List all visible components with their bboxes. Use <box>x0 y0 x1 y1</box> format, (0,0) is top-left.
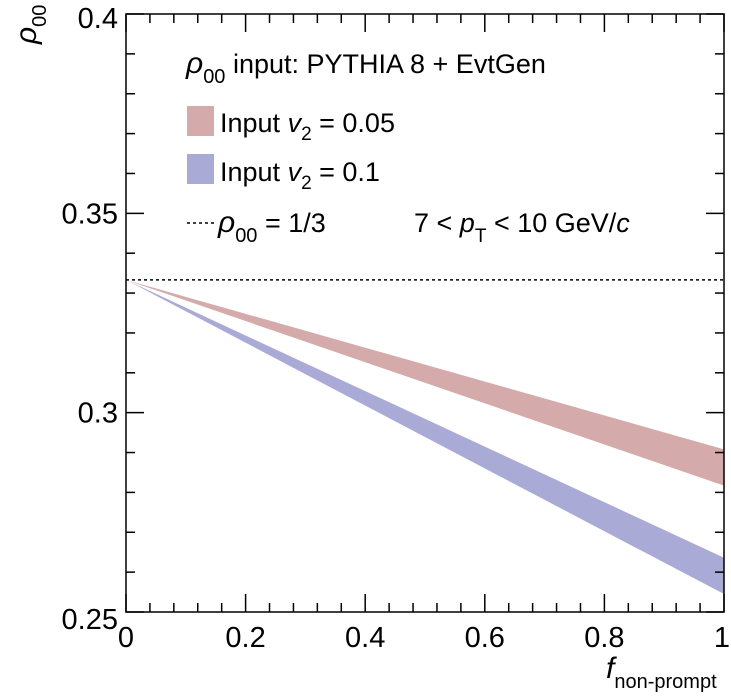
x-tick-label: 1 <box>714 622 730 654</box>
y-axis-label-symbol: ρ <box>10 27 43 45</box>
x-tick-label: 0.6 <box>465 622 505 654</box>
legend-entry-prefix: Input <box>220 108 288 138</box>
x-axis-label-symbol: f <box>606 652 617 685</box>
x-tick-label: 0 <box>118 622 134 654</box>
legend-header: ρ00 input: PYTHIA 8 + EvtGen <box>185 47 546 88</box>
legend-header-subscript: 00 <box>203 66 225 88</box>
x-tick-label: 0.8 <box>584 622 624 654</box>
x-axis-label: fnon-prompt <box>606 652 717 693</box>
legend-header-symbol: ρ <box>185 47 203 80</box>
legend-entry-subscript: 00 <box>235 225 257 247</box>
legend-header-text: input: PYTHIA 8 + EvtGen <box>225 49 545 79</box>
legend-entry-variable: v <box>288 108 303 138</box>
bands-layer <box>126 279 724 595</box>
y-axis-label: ρ00 <box>10 5 51 45</box>
legend-entry-rho00-one-third: ρ00 = 1/3 <box>217 206 326 247</box>
legend-entry-symbol: ρ <box>217 206 235 239</box>
pt-range-annotation: 7 < pT < 10 GeV/c <box>414 208 630 247</box>
pt-range-subscript: T <box>475 226 487 247</box>
band-series-0 <box>126 279 724 486</box>
y-tick-label: 0.3 <box>78 398 118 430</box>
y-axis-label-subscript: 00 <box>29 5 51 27</box>
y-tick-label: 0.4 <box>78 3 118 35</box>
y-tick-label: 0.25 <box>62 604 118 636</box>
legend-swatch-v2-0.05 <box>187 106 214 136</box>
band-series-1 <box>126 279 724 595</box>
x-tick-label: 0.4 <box>345 622 385 654</box>
x-axis-label-subscript: non-prompt <box>614 671 717 693</box>
x-tick-labels: 0 0.2 0.4 0.6 0.8 1 <box>118 622 730 654</box>
x-tick-label: 0.2 <box>225 622 265 654</box>
pt-range-variable: p <box>459 208 475 238</box>
legend-entry-variable: v <box>288 157 303 187</box>
pt-range-prefix: 7 < <box>414 208 460 238</box>
legend-entry-subscript: 2 <box>301 173 312 194</box>
pt-range-suffix: < 10 GeV/ <box>486 208 616 238</box>
pt-range-unit-c: c <box>616 208 630 238</box>
y-tick-label: 0.35 <box>62 198 118 230</box>
legend-entry-value: = 0.05 <box>312 108 395 138</box>
legend-entry-subscript: 2 <box>301 124 312 145</box>
legend-entry-value: = 0.1 <box>312 157 380 187</box>
legend-entry-value: = 1/3 <box>257 208 325 238</box>
legend-entry-v2-0.1: Input v2 = 0.1 <box>220 157 380 194</box>
y-tick-labels: 0.25 0.3 0.35 0.4 <box>62 3 118 636</box>
axis-ticks <box>125 13 725 613</box>
plot-frame <box>125 13 725 613</box>
legend-entry-prefix: Input <box>220 157 288 187</box>
legend-entry-v2-0.05: Input v2 = 0.05 <box>220 108 395 145</box>
legend-swatch-v2-0.1 <box>187 154 214 184</box>
